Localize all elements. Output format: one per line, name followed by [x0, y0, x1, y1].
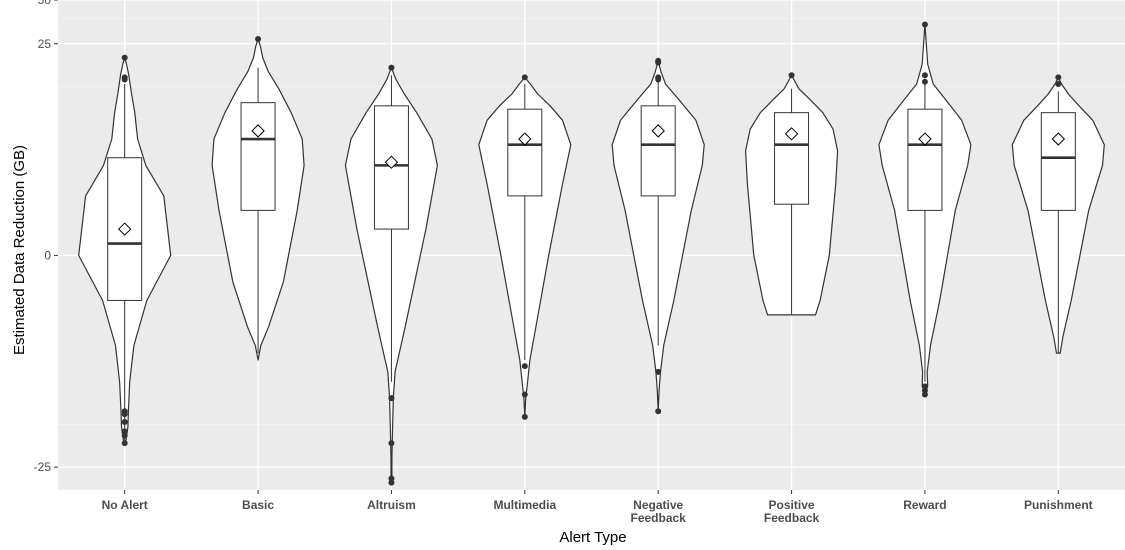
outlier-point — [521, 74, 528, 81]
mean-marker — [117, 222, 132, 236]
mean-marker — [518, 132, 532, 146]
iqr-box — [640, 105, 676, 197]
mean-marker — [651, 124, 665, 138]
mean-marker — [918, 132, 932, 146]
outlier-point — [1055, 74, 1062, 81]
outlier-point — [121, 428, 128, 435]
y-tick-label: 25 — [38, 37, 52, 51]
outlier-point — [121, 432, 128, 439]
outlier-point — [121, 440, 128, 447]
outlier-point — [921, 383, 928, 390]
iqr-box — [907, 108, 943, 211]
outlier-point — [388, 440, 395, 447]
outlier-point — [788, 72, 795, 79]
outlier-point — [521, 413, 528, 420]
mean-marker — [784, 127, 799, 141]
outlier-point — [121, 419, 128, 426]
x-tick-label: Positive Feedback — [764, 498, 820, 525]
outlier-point — [255, 35, 262, 42]
y-tick-label: 50 — [38, 0, 52, 7]
x-tick-label: Multimedia — [493, 498, 556, 512]
x-tick-label: Altruism — [367, 498, 416, 512]
outlier-point — [121, 76, 128, 83]
y-axis: -25 0 25 50 — [34, 0, 58, 474]
iqr-box — [1040, 112, 1076, 211]
x-axis-title: Alert Type — [559, 529, 626, 546]
outlier-point — [521, 363, 528, 370]
mean-marker — [1051, 132, 1066, 146]
mean-marker — [384, 155, 399, 169]
x-tick-label: Reward — [903, 498, 946, 512]
iqr-box — [507, 108, 543, 197]
outlier-point — [921, 78, 928, 85]
iqr-box — [774, 112, 810, 205]
outlier-point — [121, 54, 128, 61]
outlier-point — [655, 408, 662, 415]
outlier-point — [921, 21, 928, 28]
x-tick-label: Negative Feedback — [631, 498, 687, 525]
x-tick-label: No Alert — [102, 498, 148, 512]
x-tick-label: Basic — [242, 498, 274, 512]
outlier-point — [1055, 80, 1062, 87]
outlier-point — [921, 391, 928, 398]
violins — [78, 21, 1105, 486]
outlier-point — [655, 76, 662, 83]
outlier-point — [121, 411, 128, 418]
y-tick-label: -25 — [34, 460, 52, 474]
y-axis-title: Estimated Data Reduction (GB) — [11, 145, 28, 355]
outlier-point — [921, 72, 928, 79]
outlier-point — [521, 391, 528, 398]
x-tick-label: Punishment — [1024, 498, 1093, 512]
plot-panel — [58, 0, 1125, 490]
mean-marker — [251, 124, 265, 138]
outlier-point — [388, 479, 395, 486]
x-axis: No Alert Basic Altruism Multimedia Negative F… — [102, 490, 1093, 525]
outlier-point — [655, 368, 662, 375]
iqr-box — [240, 102, 276, 211]
outlier-point — [388, 64, 395, 71]
outlier-point — [655, 59, 662, 66]
outlier-point — [388, 395, 395, 402]
y-tick-label: 0 — [44, 248, 51, 262]
